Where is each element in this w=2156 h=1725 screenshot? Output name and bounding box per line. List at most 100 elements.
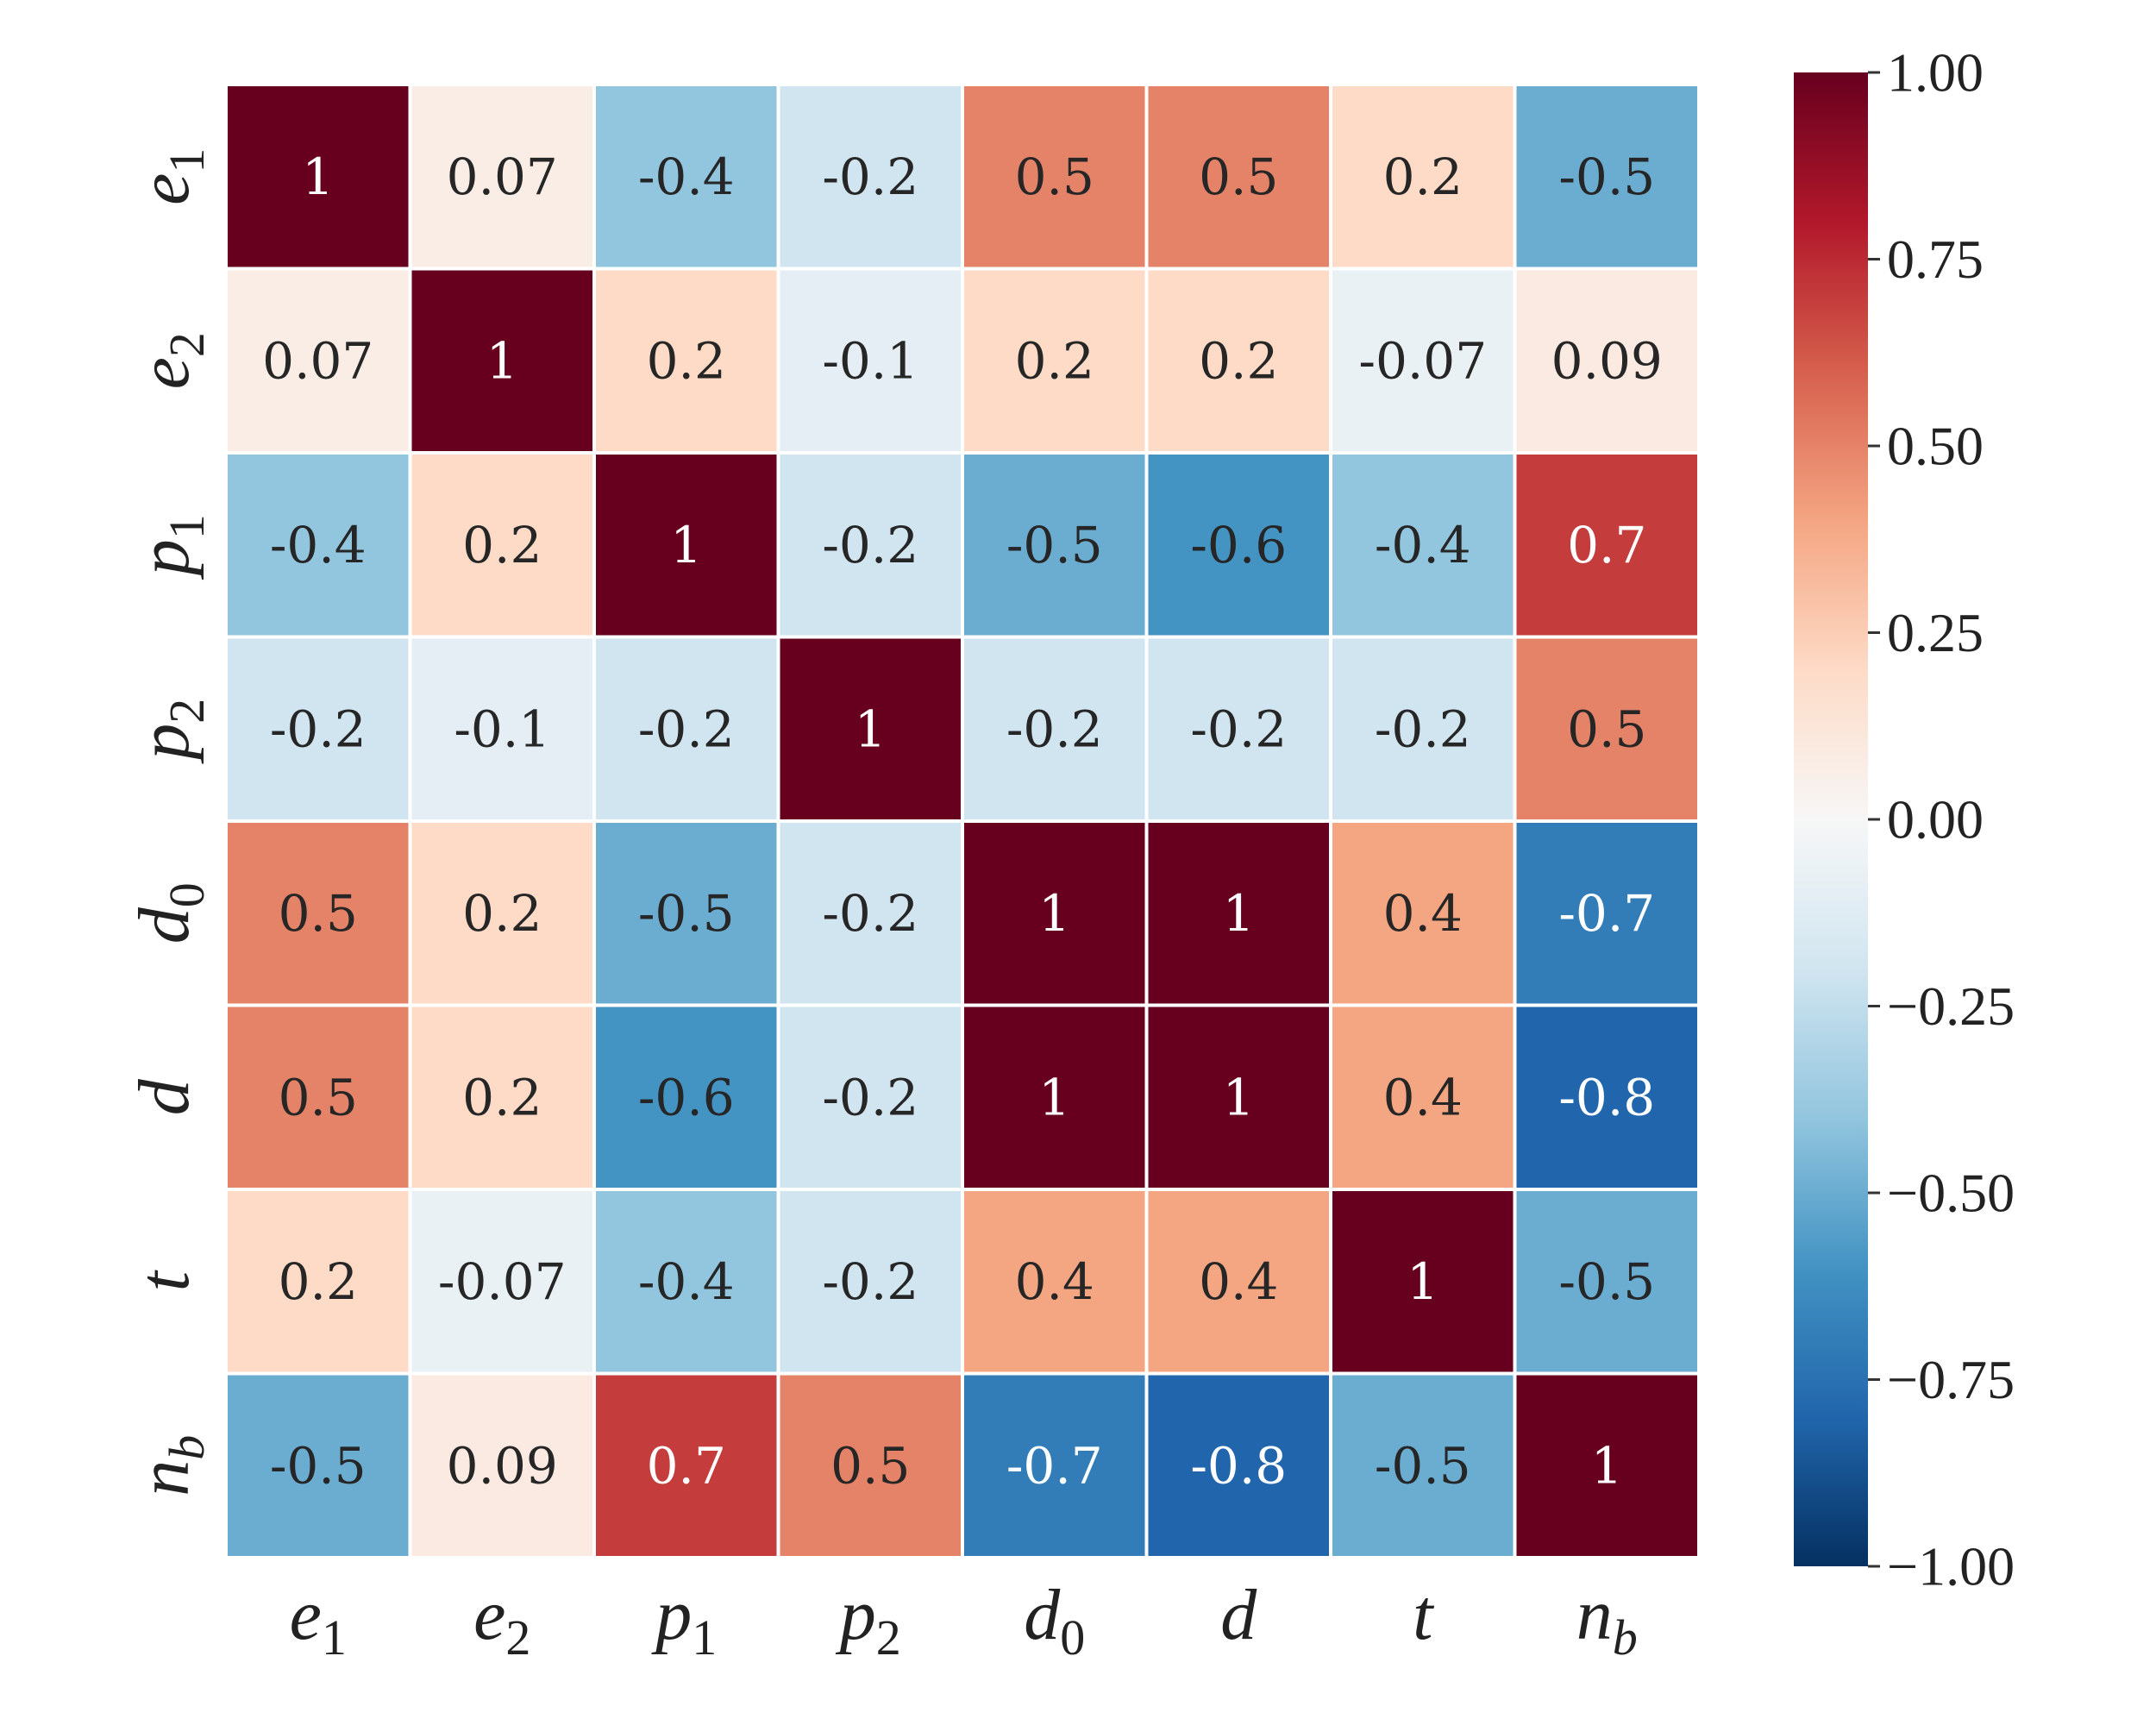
y-axis-ticks: e1 e2 p1 p2 d0 d t nb bbox=[124, 148, 215, 1496]
heatmap-cell bbox=[228, 455, 409, 636]
heatmap-cell bbox=[964, 270, 1145, 451]
heatmap-cell-value: -0.5 bbox=[638, 884, 735, 943]
heatmap-cell-value: -0.5 bbox=[1558, 1252, 1655, 1311]
heatmap-cell bbox=[228, 823, 409, 1004]
heatmap-cell-value: 0.07 bbox=[262, 331, 373, 390]
heatmap-cell-value: 0.4 bbox=[1199, 1252, 1278, 1311]
colorbar-tick-label: 0.25 bbox=[1887, 602, 1984, 663]
heatmap-cell bbox=[1332, 1191, 1514, 1372]
heatmap-cell bbox=[596, 823, 777, 1004]
heatmap-cell bbox=[780, 270, 961, 451]
heatmap-cell bbox=[1148, 86, 1329, 267]
heatmap-cell bbox=[596, 1375, 777, 1556]
heatmap-cell bbox=[1148, 1191, 1329, 1372]
heatmap-cell bbox=[411, 270, 592, 451]
heatmap-cell-value: -0.4 bbox=[270, 516, 367, 574]
heatmap-cell bbox=[964, 1007, 1145, 1188]
heatmap-cell bbox=[964, 455, 1145, 636]
colorbar-tick-label: 0.50 bbox=[1887, 416, 1984, 477]
heatmap-cell-value: -0.1 bbox=[822, 331, 918, 390]
heatmap-cell bbox=[964, 1375, 1145, 1556]
x-axis-ticks: e1 e2 p1 p2 d0 d t nb bbox=[290, 1575, 1638, 1665]
heatmap-cell-value: 0.2 bbox=[279, 1252, 358, 1311]
heatmap-cell bbox=[1516, 1191, 1697, 1372]
heatmap-cell bbox=[964, 823, 1145, 1004]
colorbar-tick-label: −0.25 bbox=[1887, 975, 2015, 1037]
heatmap-cell-value: 0.2 bbox=[1383, 147, 1463, 206]
x-tick-label: nb bbox=[1576, 1575, 1638, 1665]
heatmap-cell-value: 1 bbox=[486, 331, 518, 390]
heatmap-cell-value: 0.5 bbox=[279, 1068, 358, 1126]
heatmap-cell-value: -0.4 bbox=[638, 147, 735, 206]
heatmap-cell bbox=[411, 86, 592, 267]
heatmap-cell-value: -0.07 bbox=[1358, 331, 1487, 390]
heatmap-cell-value: -0.5 bbox=[1558, 147, 1655, 206]
heatmap-cell-value: -0.5 bbox=[1006, 516, 1103, 574]
y-tick-label: p2 bbox=[124, 699, 215, 764]
heatmap-cell-value: -0.6 bbox=[1190, 516, 1287, 574]
heatmap-cell-value: 0.5 bbox=[1199, 147, 1278, 206]
heatmap-cell bbox=[1516, 455, 1697, 636]
heatmap-cell bbox=[596, 1191, 777, 1372]
heatmap-cell-value: 0.4 bbox=[1015, 1252, 1094, 1311]
colorbar-gradient bbox=[1794, 72, 1868, 1566]
y-tick-label: e2 bbox=[124, 332, 215, 389]
heatmap-cell bbox=[780, 1375, 961, 1556]
heatmap-cell bbox=[228, 638, 409, 819]
heatmap-cell bbox=[964, 86, 1145, 267]
heatmap-cell bbox=[228, 86, 409, 267]
heatmap-cell bbox=[1516, 1007, 1697, 1188]
heatmap-cell bbox=[411, 1191, 592, 1372]
heatmap-cell bbox=[780, 86, 961, 267]
heatmap-cell-labels: 1 0.07 -0.4 -0.2 0.5 0.5 0.2 -0.5 0.07 1 0.2 -0.1 0.… bbox=[262, 147, 1663, 1496]
heatmap-cell bbox=[411, 638, 592, 819]
heatmap-cell bbox=[780, 1007, 961, 1188]
heatmap-cell bbox=[780, 823, 961, 1004]
heatmap-cell-value: 1 bbox=[1038, 1068, 1070, 1126]
heatmap-cell bbox=[228, 1007, 409, 1188]
heatmap-cell-value: 0.2 bbox=[647, 331, 726, 390]
y-tick-label: nb bbox=[124, 1435, 215, 1496]
heatmap-cell-value: 0.5 bbox=[1567, 699, 1646, 758]
heatmap-cell-value: 1 bbox=[1407, 1252, 1438, 1311]
heatmap-cell-value: 0.09 bbox=[1551, 331, 1663, 390]
heatmap-cell-value: -0.2 bbox=[638, 699, 735, 758]
heatmap-cell bbox=[411, 823, 592, 1004]
heatmap-cell-value: 0.2 bbox=[1199, 331, 1278, 390]
heatmap-cell-value: 1 bbox=[1223, 1068, 1255, 1126]
heatmap-cell-value: -0.6 bbox=[638, 1068, 735, 1126]
heatmap-cell-value: -0.2 bbox=[822, 147, 918, 206]
heatmap-cell-value: 0.09 bbox=[447, 1436, 558, 1495]
heatmap-cell bbox=[1332, 638, 1514, 819]
heatmap-cell bbox=[1516, 270, 1697, 451]
heatmap-cell-value: -0.7 bbox=[1558, 884, 1655, 943]
x-tick-label: e2 bbox=[473, 1575, 530, 1665]
heatmap-cell bbox=[596, 1007, 777, 1188]
heatmap-cell-value: -0.4 bbox=[638, 1252, 735, 1311]
heatmap-cell bbox=[228, 270, 409, 451]
heatmap-cell-value: 1 bbox=[855, 699, 887, 758]
heatmap-cell bbox=[1332, 270, 1514, 451]
heatmap-cell-value: -0.07 bbox=[438, 1252, 567, 1311]
heatmap-cell bbox=[1148, 455, 1329, 636]
heatmap-cell-value: -0.2 bbox=[1375, 699, 1471, 758]
heatmap-cell bbox=[1516, 1375, 1697, 1556]
heatmap-cell bbox=[780, 455, 961, 636]
heatmap-cell bbox=[780, 1191, 961, 1372]
heatmap-cell bbox=[596, 455, 777, 636]
heatmap-cell-value: 0.7 bbox=[1567, 516, 1646, 574]
heatmap-cell-value: -0.2 bbox=[1006, 699, 1103, 758]
heatmap-cell-value: -0.5 bbox=[1375, 1436, 1471, 1495]
x-tick-label: d bbox=[1220, 1575, 1257, 1655]
heatmap-cell-value: 1 bbox=[1038, 884, 1070, 943]
heatmap-cell-value: 0.4 bbox=[1383, 884, 1463, 943]
x-tick-label: p2 bbox=[836, 1575, 901, 1665]
heatmap-cell bbox=[964, 1191, 1145, 1372]
colorbar-tick-label: −0.75 bbox=[1887, 1349, 2015, 1410]
heatmap-cell-value: 1 bbox=[1223, 884, 1255, 943]
heatmap-cell-value: 0.07 bbox=[447, 147, 558, 206]
heatmap-cell-value: 0.2 bbox=[462, 1068, 542, 1126]
heatmap-cell bbox=[1516, 86, 1697, 267]
heatmap-cells bbox=[228, 86, 1697, 1556]
